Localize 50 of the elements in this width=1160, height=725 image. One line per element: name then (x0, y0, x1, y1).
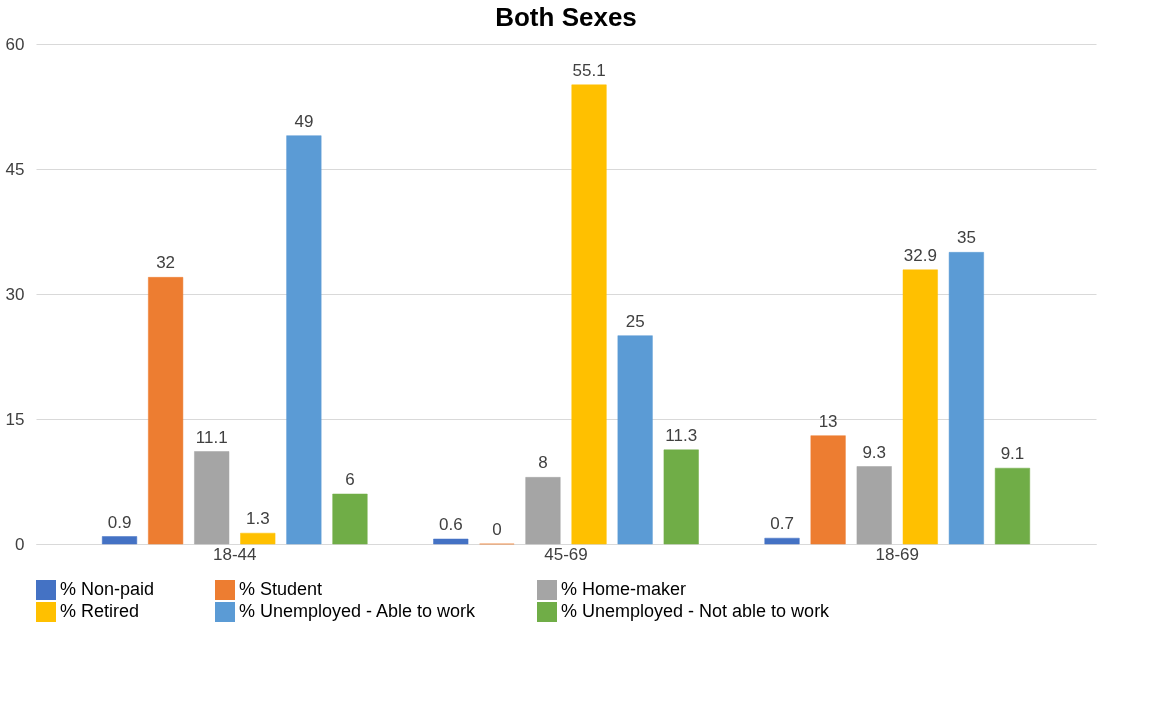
legend-label: % Non-paid (60, 579, 155, 599)
x-tick-label: 18-44 (213, 544, 257, 564)
data-label: 0.9 (107, 512, 132, 532)
x-tick-label: 45-69 (544, 544, 588, 564)
bar (902, 269, 938, 545)
bar (240, 532, 276, 545)
data-label: 9.3 (862, 442, 887, 462)
bar (148, 277, 184, 545)
y-tick-label: 60 (5, 34, 25, 54)
legend-label: % Student (239, 579, 323, 599)
data-label: 35 (956, 228, 976, 248)
x-tick-label: 18-69 (875, 544, 919, 564)
data-label: 49 (294, 111, 314, 131)
bar (194, 451, 230, 545)
bar (948, 252, 984, 545)
legend-label: % Retired (60, 601, 140, 621)
bar (856, 466, 892, 545)
data-label: 13 (818, 411, 838, 431)
data-label: 1.3 (245, 509, 270, 529)
chart-title: Both Sexes (495, 2, 637, 32)
data-label: 11.1 (195, 427, 228, 447)
bar (525, 477, 561, 545)
data-label: 32.9 (903, 245, 937, 265)
data-label: 0.7 (770, 514, 794, 534)
y-tick-label: 30 (5, 284, 25, 304)
bar (332, 493, 368, 545)
legend-label: % Unemployed - Not able to work (561, 601, 831, 621)
bar (810, 435, 846, 545)
data-label: 32 (156, 253, 176, 273)
data-label: 11.3 (665, 425, 698, 445)
bar (663, 449, 699, 545)
data-label: 6 (345, 470, 355, 489)
bar (433, 538, 469, 545)
legend-label: % Unemployed - Able to work (239, 601, 477, 621)
bar (571, 84, 607, 545)
data-label: 25 (625, 311, 645, 331)
bar (994, 467, 1030, 545)
data-label: 0 (492, 520, 502, 539)
data-label: 9.1 (1000, 444, 1025, 464)
bar (617, 335, 653, 545)
data-label: 55.1 (572, 60, 606, 80)
y-tick-label: 15 (5, 409, 25, 429)
y-tick-label: 45 (5, 159, 25, 179)
bar (286, 135, 322, 545)
bar (102, 536, 138, 545)
y-tick-label: 0 (15, 534, 25, 554)
data-label: 8 (538, 453, 548, 473)
bar (764, 537, 800, 545)
data-label: 0.6 (438, 515, 463, 534)
legend-label: % Home-maker (561, 579, 687, 599)
